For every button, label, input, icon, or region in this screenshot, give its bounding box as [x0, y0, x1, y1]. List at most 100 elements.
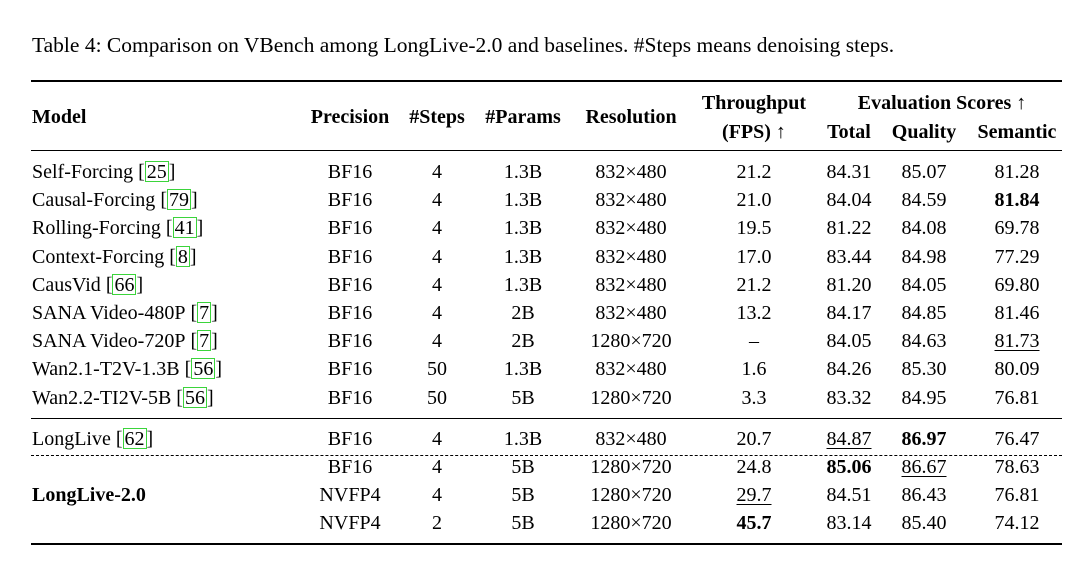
cell-steps: 4 — [432, 189, 442, 211]
cell-resolution: 1280×720 — [590, 387, 672, 409]
cell-quality: 85.07 — [901, 161, 947, 183]
cell-semantic: 69.78 — [994, 217, 1040, 239]
citation-bracket-close: ] — [211, 302, 218, 324]
citation-bracket-close: ] — [190, 189, 198, 211]
cell-resolution: 1280×720 — [590, 456, 672, 478]
citation-link[interactable]: 56 — [182, 387, 207, 409]
cell-semantic: 76.81 — [994, 387, 1040, 409]
cell-resolution: 832×480 — [595, 217, 667, 239]
citation-bracket-open: [ — [138, 161, 145, 183]
model-name-cell: SANA Video-480P[7] — [32, 302, 218, 323]
cell-params: 1.3B — [503, 161, 543, 183]
citation-bracket-open: [ — [190, 302, 198, 324]
cell-steps: 4 — [432, 246, 442, 268]
top-rule — [31, 80, 1062, 82]
cell-precision: BF16 — [327, 358, 373, 380]
cell-semantic: 81.28 — [994, 161, 1040, 183]
cell-quality: 85.30 — [901, 358, 947, 380]
cell-quality: 84.05 — [901, 274, 947, 296]
cell-resolution: 832×480 — [595, 302, 667, 324]
citation-link[interactable]: 66 — [112, 274, 137, 296]
cell-steps: 4 — [432, 484, 442, 506]
header-params: #Params — [485, 106, 561, 128]
model-name: Wan2.1-T2V-1.3B — [32, 358, 180, 380]
cell-total: 83.32 — [826, 387, 872, 409]
cell-semantic: 81.46 — [994, 302, 1040, 324]
cell-fps: 29.7 — [736, 484, 772, 506]
cell-resolution: 832×480 — [595, 246, 667, 268]
header-throughput-line1: Throughput — [701, 92, 807, 114]
cell-steps: 4 — [432, 456, 442, 478]
cell-total: 84.87 — [826, 428, 872, 450]
citation-bracket-open: [ — [190, 330, 198, 352]
model-name: Self-Forcing — [32, 161, 134, 183]
cell-fps: 19.5 — [736, 217, 772, 239]
cell-semantic: 76.47 — [994, 428, 1040, 450]
cell-precision: NVFP4 — [319, 512, 381, 534]
model-name-cell: Rolling-Forcing[41] — [32, 217, 203, 238]
cell-params: 1.3B — [503, 246, 543, 268]
cell-precision: BF16 — [327, 189, 373, 211]
cell-fps: 20.7 — [736, 428, 772, 450]
cell-precision: BF16 — [327, 428, 373, 450]
cell-params: 5B — [511, 484, 535, 506]
citation-bracket-close: ] — [168, 161, 176, 183]
dashed-separator — [31, 455, 1062, 456]
model-name-cell: CausVid[66] — [32, 274, 143, 295]
bottom-rule — [31, 543, 1062, 545]
citation-bracket-open: [ — [115, 428, 123, 450]
citation-link[interactable]: 62 — [122, 428, 147, 450]
citation-link[interactable]: 56 — [191, 358, 216, 380]
citation-link[interactable]: 7 — [197, 302, 212, 324]
cell-fps: 17.0 — [736, 246, 772, 268]
cell-fps: 21.2 — [736, 274, 772, 296]
cell-params: 1.3B — [503, 274, 543, 296]
model-name: SANA Video-720P — [32, 330, 186, 352]
cell-total: 85.06 — [826, 456, 872, 478]
cell-semantic: 76.81 — [994, 484, 1040, 506]
cell-precision: BF16 — [327, 387, 373, 409]
citation-link[interactable]: 7 — [197, 330, 212, 352]
model-name: SANA Video-480P — [32, 302, 186, 324]
cell-precision: BF16 — [327, 161, 373, 183]
cell-precision: BF16 — [327, 246, 373, 268]
cell-fps: 21.2 — [736, 161, 772, 183]
cell-precision: BF16 — [327, 217, 373, 239]
citation-bracket-open: [ — [184, 358, 192, 380]
cell-quality: 86.67 — [901, 456, 947, 478]
cell-fps: 3.3 — [741, 387, 767, 409]
citation-link[interactable]: 25 — [144, 161, 169, 183]
cell-resolution: 1280×720 — [590, 330, 672, 352]
cell-total: 81.20 — [826, 274, 872, 296]
cell-resolution: 832×480 — [595, 161, 667, 183]
cell-resolution: 1280×720 — [590, 484, 672, 506]
cell-quality: 84.95 — [901, 387, 947, 409]
citation-bracket-open: [ — [176, 387, 183, 409]
citation-bracket-close: ] — [189, 246, 197, 268]
citation-link[interactable]: 8 — [175, 246, 190, 268]
cell-params: 5B — [511, 456, 535, 478]
citation-bracket-close: ] — [196, 217, 204, 239]
cell-precision: BF16 — [327, 274, 373, 296]
cell-params: 5B — [511, 387, 535, 409]
cell-fps: 21.0 — [736, 189, 772, 211]
cell-resolution: 832×480 — [595, 358, 667, 380]
header-steps: #Steps — [409, 106, 465, 128]
model-name: Rolling-Forcing — [32, 217, 161, 239]
citation-bracket-open: [ — [105, 274, 113, 296]
cell-params: 1.3B — [503, 358, 543, 380]
cell-resolution: 1280×720 — [590, 512, 672, 534]
citation-link[interactable]: 41 — [172, 217, 197, 239]
cell-semantic: 78.63 — [994, 456, 1040, 478]
cell-semantic: 69.80 — [994, 274, 1040, 296]
cell-resolution: 832×480 — [595, 428, 667, 450]
citation-bracket-close: ] — [146, 428, 154, 450]
citation-bracket-open: [ — [165, 217, 173, 239]
model-name: Context-Forcing — [32, 246, 165, 268]
cell-precision: BF16 — [327, 330, 373, 352]
cell-total: 84.51 — [826, 484, 872, 506]
cell-semantic: 74.12 — [994, 512, 1040, 534]
citation-link[interactable]: 79 — [166, 189, 191, 211]
cell-steps: 4 — [432, 428, 442, 450]
cell-steps: 4 — [432, 274, 442, 296]
